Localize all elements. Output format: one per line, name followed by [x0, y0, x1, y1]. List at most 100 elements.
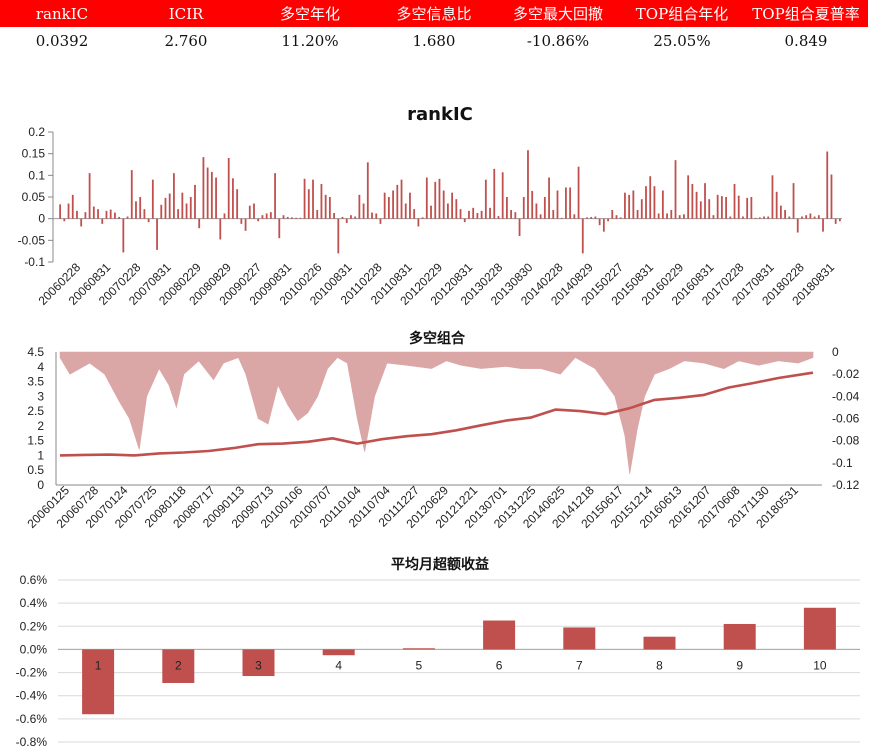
rankic-bar [404, 203, 407, 219]
rankic-bar [624, 192, 626, 219]
rankic-bar [510, 210, 513, 219]
rankic-bar [261, 215, 264, 219]
rankic-bar [451, 192, 454, 219]
rankic-bar [316, 210, 319, 219]
rankic-bar [649, 176, 652, 219]
rankic-bar [687, 175, 690, 219]
rankic-bar [434, 181, 437, 219]
rankic-bar [400, 179, 403, 219]
rankic-bar [409, 192, 411, 219]
rankic-bar [265, 213, 268, 219]
rankic-bar [291, 217, 293, 219]
stats-value-cell: 1.680 [412, 32, 456, 50]
rankic-bar [194, 184, 196, 219]
rankic-bar [586, 217, 588, 219]
rankic-bar [164, 197, 167, 219]
rankic-bar [796, 218, 799, 233]
rankic-bar [775, 191, 778, 219]
excess-y-tick: -0.2% [16, 666, 48, 680]
rankic-y-tick: -0.1 [24, 255, 45, 269]
rankic-bar [274, 173, 276, 219]
nav-y-tick: 3.5 [27, 375, 44, 389]
rankic-bar [210, 171, 213, 219]
excess-category-label: 6 [496, 658, 503, 672]
stats-header-cell: 多空最大回撤 [512, 5, 603, 23]
rankic-bar [615, 215, 618, 219]
rankic-bar [168, 193, 171, 219]
excess-y-tick: -0.8% [16, 735, 48, 749]
rankic-bar [556, 190, 559, 219]
rankic-bar [80, 218, 83, 227]
rankic-bar [101, 218, 104, 224]
nav-y-tick: 2.5 [27, 404, 44, 418]
rankic-bar [425, 177, 428, 219]
rankic-bar [366, 162, 369, 219]
nav-y-tick: 0.5 [27, 463, 44, 477]
rankic-bar [758, 217, 761, 219]
rankic-bar [577, 166, 580, 219]
rankic-bar [189, 197, 192, 219]
rankic-y-tick: -0.05 [18, 233, 46, 247]
rankic-bar [371, 212, 373, 219]
rankic-bar [333, 213, 335, 219]
rankic-bar [324, 194, 327, 219]
rankic-bar [628, 194, 631, 219]
stats-header-cell: ICIR [168, 4, 204, 23]
stats-value-cell: 11.20% [281, 32, 339, 50]
excess-y-tick: 0.6% [20, 573, 48, 587]
excess-bar [322, 649, 355, 656]
rankic-bar [232, 178, 234, 219]
rankic-bar [560, 217, 563, 219]
rankic-bar [720, 196, 723, 219]
rankic-bar [206, 167, 209, 219]
rankic-bar [379, 218, 382, 224]
nav-line [59, 371, 814, 457]
excess-bar [723, 623, 756, 650]
rankic-bar [704, 183, 706, 219]
rankic-bar [442, 190, 445, 219]
rankic-bar [531, 190, 534, 219]
rankic-bar [130, 170, 133, 219]
long-short-chart: 多空组合 4.543.532.521.510.500-0.02-0.04-0.0… [24, 330, 859, 531]
rankic-bar [670, 210, 673, 219]
rankic-bar [350, 215, 352, 219]
excess-category-label: 9 [736, 658, 743, 672]
rankic-bar [257, 218, 260, 222]
rankic-bar [156, 218, 158, 250]
excess-y-tick: 0.4% [20, 596, 48, 610]
rankic-bar [307, 189, 310, 219]
rankic-bar [320, 184, 323, 219]
rankic-bar [109, 209, 112, 219]
rankic-bar [750, 197, 753, 219]
nav-y-tick: 1.5 [27, 434, 44, 448]
nav-y-tick: 2 [37, 419, 44, 433]
rankic-bar [97, 209, 99, 219]
rankic-bar [278, 218, 281, 239]
rankic-bar [581, 218, 584, 254]
rankic-bar [771, 175, 774, 219]
stats-value-cell: 2.760 [164, 32, 208, 50]
drawdown-y-tick: -0.1 [832, 456, 853, 470]
rankic-bar [455, 199, 458, 219]
nav-y-tick: 0 [37, 478, 44, 492]
rankic-bar [712, 215, 715, 219]
rankic-bar [67, 203, 70, 219]
rankic-bar [105, 210, 108, 219]
rankic-bar [779, 205, 782, 219]
rankic-bar [805, 215, 808, 219]
rankic-bar [122, 218, 125, 253]
rankic-bar [636, 210, 639, 219]
rankic-bar [459, 209, 462, 219]
rankic-bar [543, 197, 546, 219]
excess-bar [162, 649, 195, 683]
rankic-bar [173, 173, 175, 219]
rankic-bar [661, 190, 664, 219]
excess-category-label: 10 [813, 658, 827, 672]
nav-y-tick: 4.5 [27, 345, 44, 359]
excess-category-label: 4 [335, 658, 342, 672]
excess-bar [82, 649, 115, 715]
rankic-bar [240, 218, 243, 224]
rankic-bar [446, 203, 449, 219]
rankic-bar [253, 203, 255, 219]
rankic-bar [468, 210, 470, 219]
